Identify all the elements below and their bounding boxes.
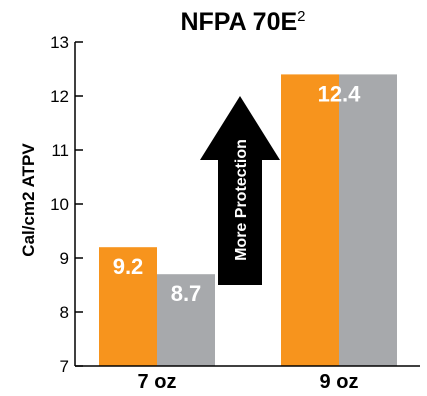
plot-area: 7 8 9 10 11 12 13 7 oz 9 oz 9.2 8.7 12.4 More Protec… — [50, 33, 420, 393]
chart-title: NFPA 70E2 — [180, 8, 305, 36]
y-tick-label-10: 10 — [50, 195, 69, 214]
bar-9oz-series-1 — [281, 74, 339, 367]
y-axis-label: Cal/cm2 ATPV — [19, 143, 38, 257]
bar-9oz-series-2 — [339, 74, 397, 367]
bar-7oz-series-1 — [99, 247, 157, 366]
bar-7oz-series-2 — [157, 274, 215, 366]
annotation-label: More Protection — [233, 139, 250, 261]
y-tick-label-7: 7 — [60, 357, 69, 376]
data-label-9-2: 9.2 — [113, 254, 144, 279]
y-tick-label-9: 9 — [60, 249, 69, 268]
data-label-8-7: 8.7 — [171, 281, 202, 306]
chart-title-superscript: 2 — [297, 8, 305, 25]
x-category-label-7oz: 7 oz — [138, 371, 177, 393]
up-arrow-icon — [200, 96, 280, 285]
y-tick-label-13: 13 — [50, 33, 69, 52]
x-category-label-9oz: 9 oz — [320, 371, 359, 393]
data-label-12-4: 12.4 — [318, 81, 362, 106]
y-tick-label-12: 12 — [50, 87, 69, 106]
y-tick-label-8: 8 — [60, 303, 69, 322]
y-tick-label-11: 11 — [51, 141, 69, 160]
